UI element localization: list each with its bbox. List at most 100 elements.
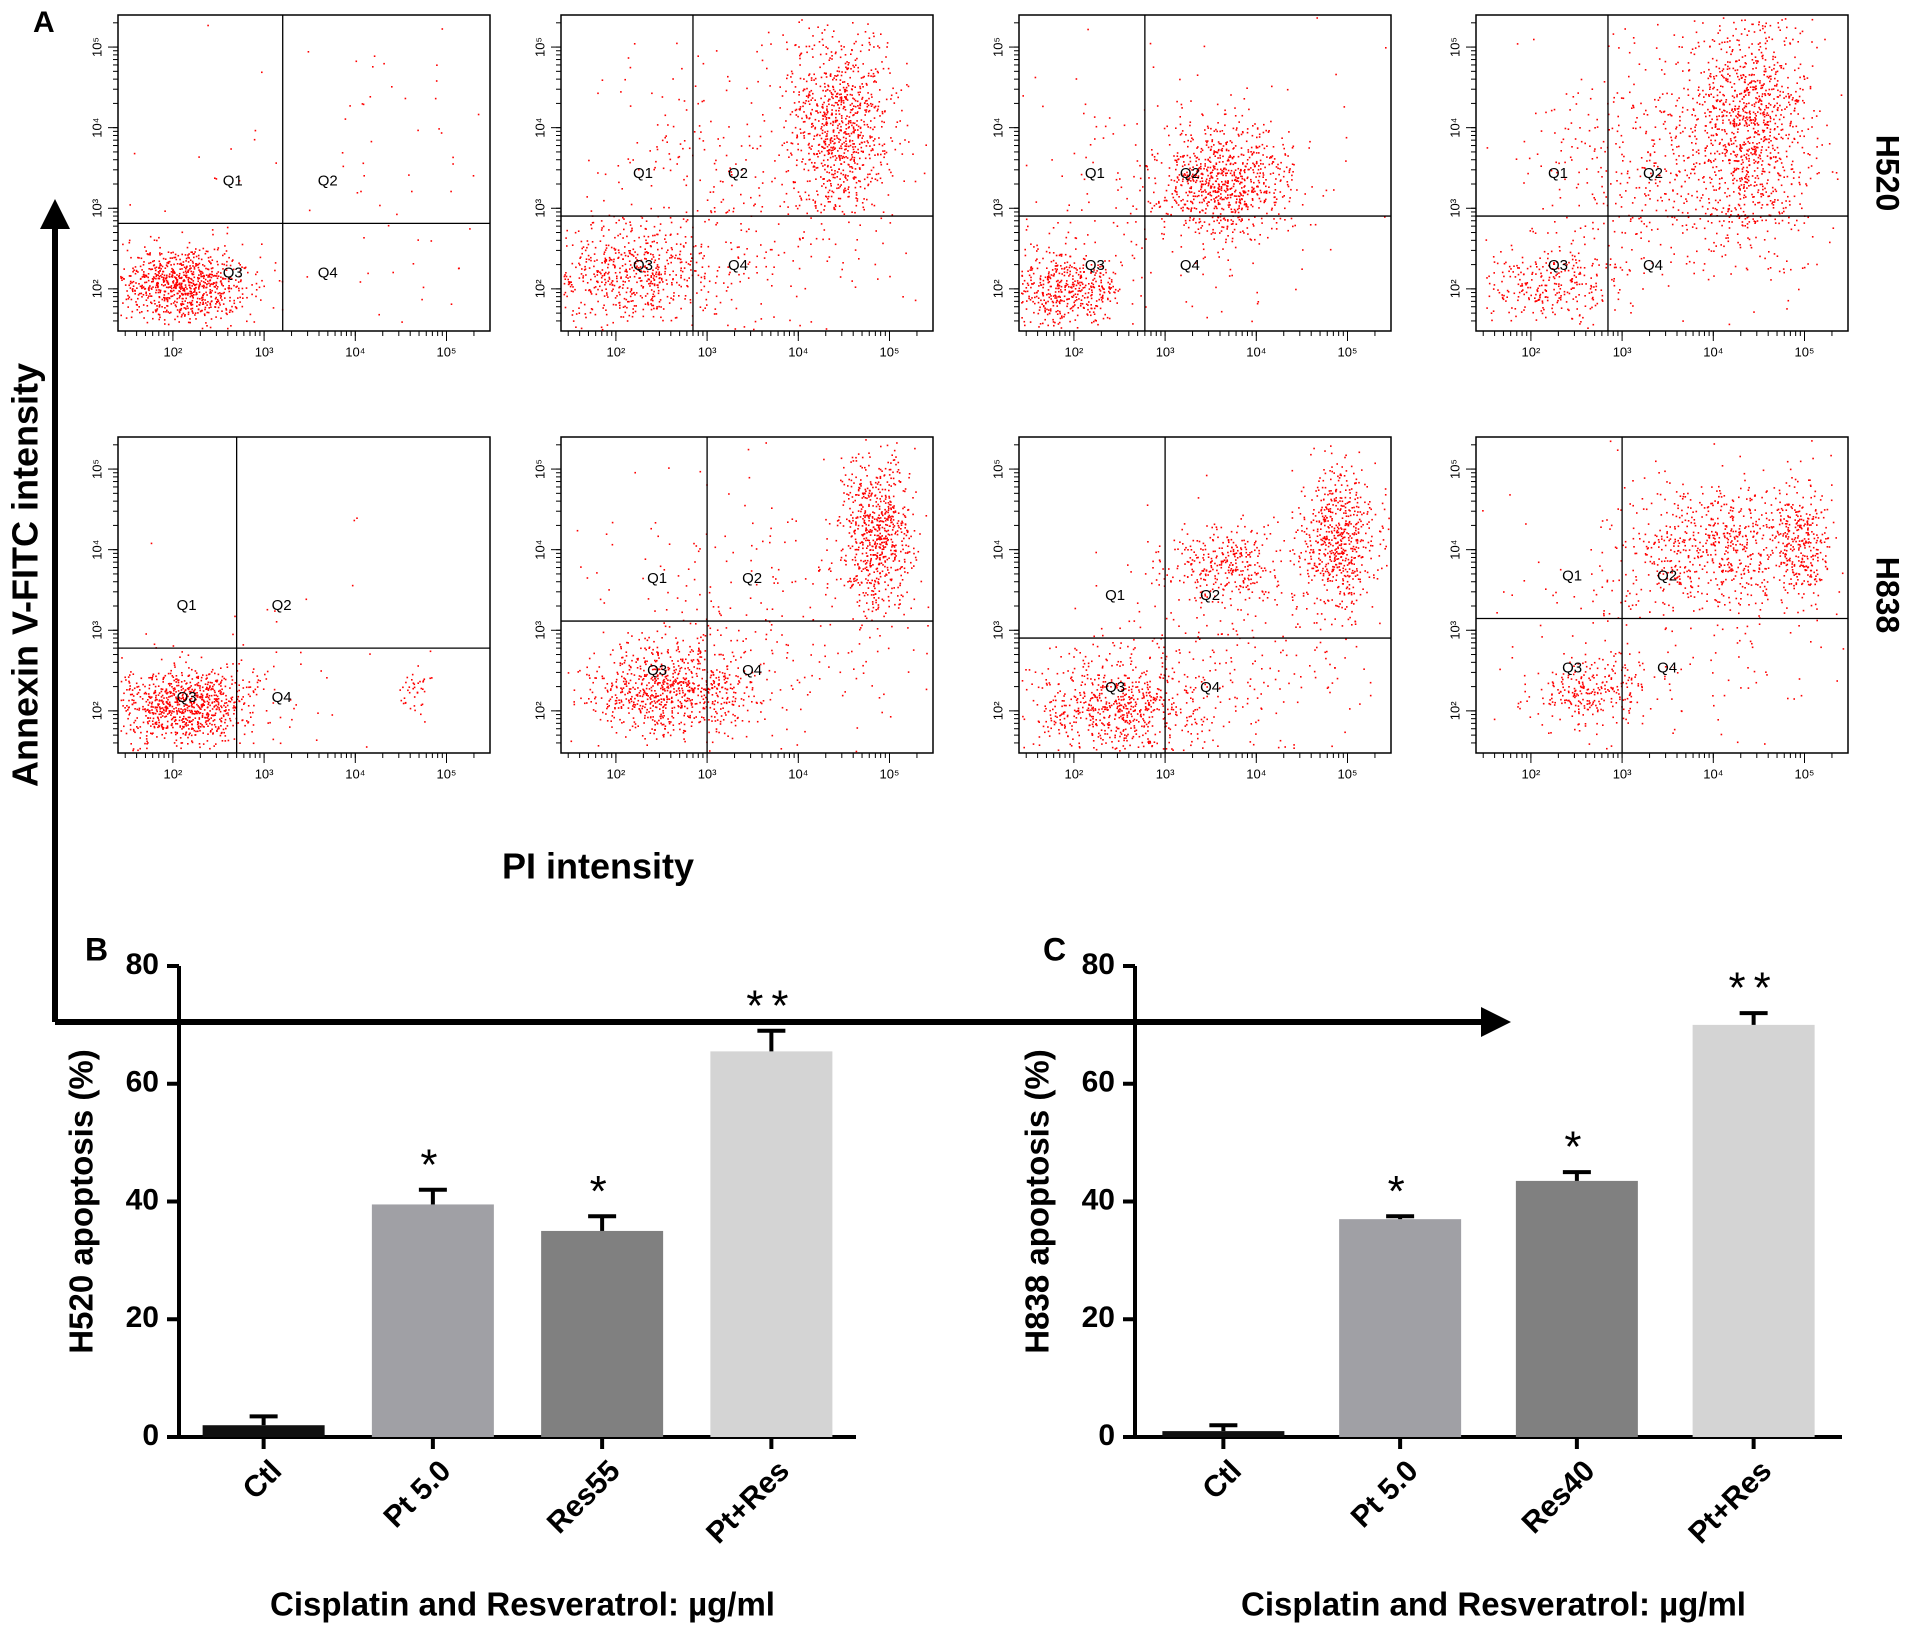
- cell-dot: [575, 313, 578, 315]
- cell-dot: [452, 163, 454, 165]
- cell-dot: [1077, 282, 1079, 284]
- cell-dot: [807, 100, 810, 103]
- cell-dot: [168, 312, 171, 314]
- cell-dot: [1697, 118, 1699, 120]
- cell-dot: [1072, 290, 1074, 293]
- cell-dot: [1069, 264, 1071, 267]
- cell-dot: [896, 121, 899, 123]
- cell-dot: [1552, 311, 1554, 314]
- cell-dot: [1039, 278, 1042, 281]
- cell-dot: [1163, 226, 1166, 228]
- cell-dot: [856, 100, 859, 103]
- cell-dot: [228, 311, 231, 313]
- cell-dot: [1087, 308, 1089, 311]
- cell-dot: [217, 306, 220, 309]
- cell-dot: [1180, 274, 1182, 277]
- cell-dot: [816, 134, 818, 137]
- cell-dot: [204, 306, 207, 309]
- cell-dot: [1243, 178, 1246, 181]
- cell-dot: [158, 266, 161, 268]
- cell-dot: [195, 263, 198, 265]
- cell-dot: [661, 139, 664, 142]
- cell-dot: [855, 194, 858, 196]
- cell-dot: [1025, 229, 1028, 231]
- cell-dot: [643, 266, 646, 268]
- cell-dot: [861, 137, 863, 139]
- cell-dot: [818, 41, 821, 43]
- cell-dot: [1343, 106, 1346, 108]
- cell-dot: [1039, 277, 1042, 280]
- cell-dot: [827, 110, 829, 113]
- cell-dot: [187, 280, 190, 283]
- cell-dot: [758, 194, 761, 197]
- cell-dot: [129, 282, 132, 285]
- cell-dot: [1115, 254, 1117, 257]
- cell-dot: [1081, 283, 1084, 285]
- cell-dot: [1253, 181, 1255, 184]
- cell-dot: [1281, 137, 1283, 139]
- cell-dot: [132, 270, 134, 273]
- cell-dot: [1222, 174, 1224, 177]
- cell-dot: [241, 287, 244, 290]
- cell-dot: [1222, 145, 1225, 147]
- cell-dot: [1048, 281, 1051, 283]
- cell-dot: [1247, 149, 1250, 151]
- cell-dot: [139, 278, 142, 280]
- cell-dot: [1190, 209, 1192, 211]
- cell-dot: [230, 325, 232, 327]
- cell-dot: [1708, 95, 1710, 97]
- cell-dot: [648, 283, 650, 285]
- cell-dot: [181, 268, 183, 270]
- cell-dot: [308, 209, 311, 212]
- cell-dot: [704, 307, 706, 309]
- quadrant-label: Q1: [223, 172, 243, 189]
- cell-dot: [1175, 200, 1177, 203]
- cell-dot: [217, 292, 219, 295]
- cell-dot: [672, 298, 674, 301]
- cell-dot: [1234, 210, 1237, 212]
- cell-dot: [654, 259, 657, 262]
- cell-dot: [1259, 234, 1261, 236]
- cell-dot: [1266, 212, 1268, 215]
- cell-dot: [826, 88, 829, 91]
- cell-dot: [873, 117, 876, 119]
- cell-dot: [1239, 173, 1242, 175]
- cell-dot: [171, 276, 174, 278]
- cell-dot: [761, 59, 764, 62]
- cell-dot: [817, 155, 819, 158]
- cell-dot: [828, 59, 831, 61]
- cell-dot: [830, 137, 833, 140]
- cell-dot: [261, 243, 263, 245]
- cell-dot: [600, 276, 603, 279]
- cell-dot: [1230, 223, 1233, 225]
- cell-dot: [1718, 143, 1721, 145]
- cell-dot: [642, 315, 645, 318]
- cell-dot: [1059, 300, 1062, 302]
- cell-dot: [1091, 307, 1093, 310]
- cell-dot: [1145, 238, 1147, 240]
- cell-dot: [807, 144, 810, 146]
- cell-dot: [597, 172, 599, 174]
- cell-dot: [728, 126, 730, 128]
- cell-dot: [1226, 187, 1228, 189]
- cell-dot: [187, 307, 189, 310]
- cell-dot: [1553, 262, 1555, 264]
- cell-dot: [208, 276, 211, 278]
- cell-dot: [1223, 217, 1226, 219]
- cell-dot: [1252, 169, 1254, 171]
- cell-dot: [143, 273, 145, 276]
- cell-dot: [1751, 23, 1753, 26]
- cell-dot: [278, 280, 281, 282]
- cell-dot: [1213, 150, 1215, 152]
- cell-dot: [1227, 188, 1229, 191]
- cell-dot: [713, 162, 716, 165]
- cell-dot: [1226, 160, 1229, 162]
- cell-dot: [1022, 283, 1024, 285]
- cell-dot: [200, 272, 202, 275]
- cell-dot: [800, 52, 803, 55]
- cell-dot: [178, 290, 180, 292]
- cell-dot: [703, 275, 706, 278]
- cell-dot: [1750, 147, 1753, 150]
- cell-dot: [1797, 41, 1799, 43]
- cell-dot: [863, 198, 865, 200]
